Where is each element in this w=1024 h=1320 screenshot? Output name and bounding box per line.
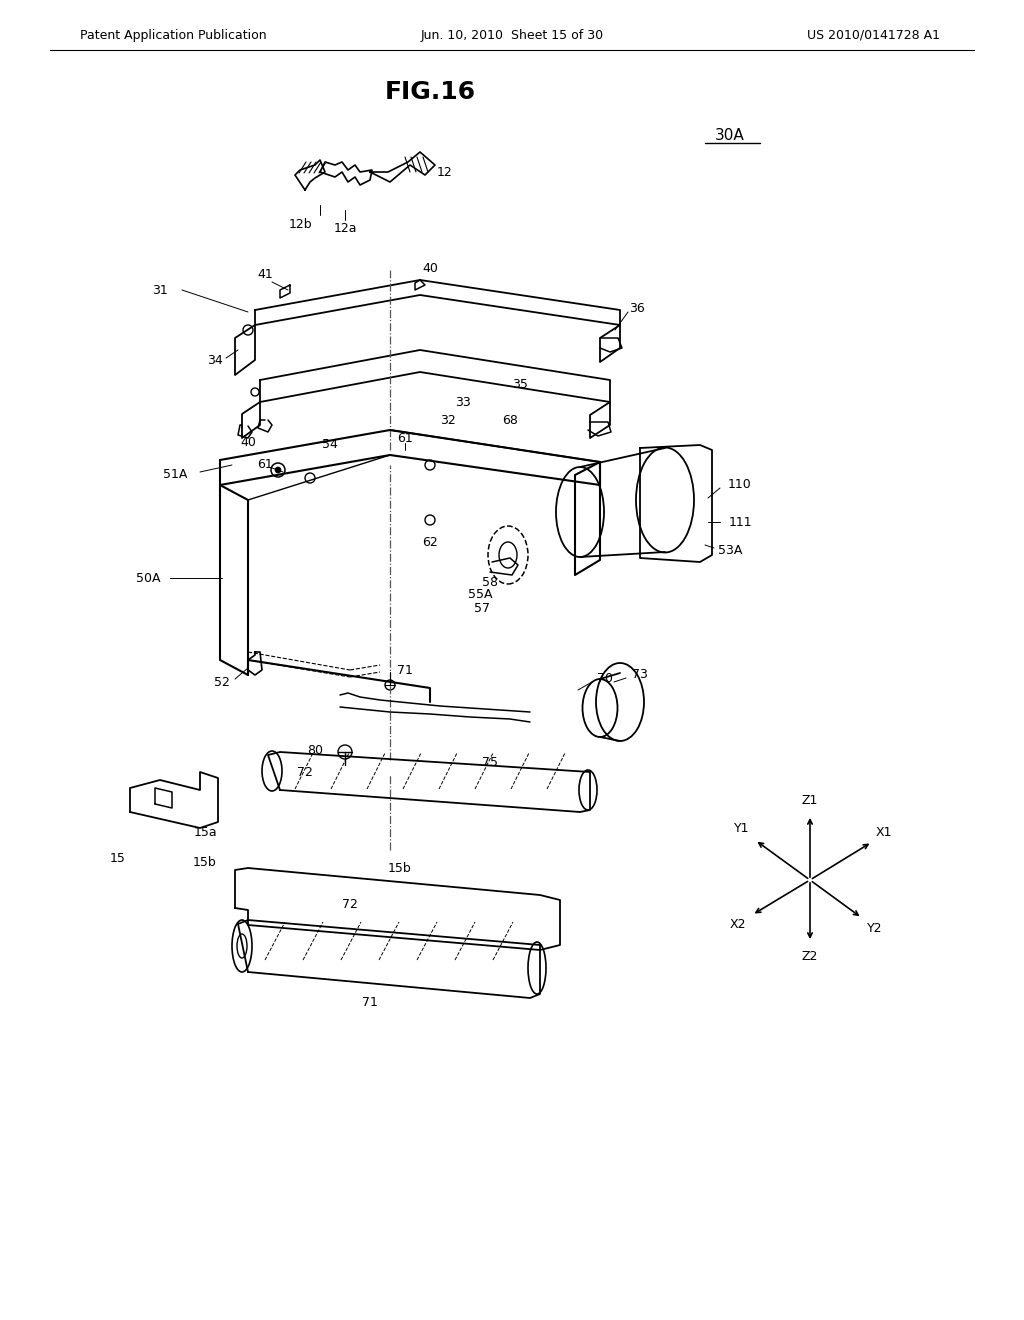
Text: 71: 71 <box>362 995 378 1008</box>
Text: 35: 35 <box>512 379 528 392</box>
Text: 30A: 30A <box>715 128 744 143</box>
Text: 34: 34 <box>207 354 223 367</box>
Text: 36: 36 <box>629 301 645 314</box>
Text: 55A: 55A <box>468 589 493 602</box>
Text: Z1: Z1 <box>802 793 818 807</box>
Text: 40: 40 <box>422 261 438 275</box>
Text: 54: 54 <box>323 438 338 451</box>
Text: 70: 70 <box>597 672 613 685</box>
Text: Y1: Y1 <box>734 821 750 834</box>
Text: 61: 61 <box>397 432 413 445</box>
Text: 31: 31 <box>153 284 168 297</box>
Text: X1: X1 <box>876 825 892 838</box>
Text: 15b: 15b <box>194 855 217 869</box>
Text: 73: 73 <box>632 668 648 681</box>
Text: Z2: Z2 <box>802 949 818 962</box>
Text: X2: X2 <box>730 917 746 931</box>
Text: 52: 52 <box>214 676 230 689</box>
Text: Jun. 10, 2010  Sheet 15 of 30: Jun. 10, 2010 Sheet 15 of 30 <box>421 29 603 41</box>
Text: 71: 71 <box>397 664 413 676</box>
Text: 40: 40 <box>240 436 256 449</box>
Text: 57: 57 <box>474 602 490 615</box>
Text: 111: 111 <box>728 516 752 528</box>
Text: 61: 61 <box>257 458 272 471</box>
Text: 58: 58 <box>482 576 498 589</box>
Text: 62: 62 <box>422 536 438 549</box>
Text: 15b: 15b <box>388 862 412 874</box>
Circle shape <box>275 467 281 473</box>
Text: 50A: 50A <box>136 572 160 585</box>
Text: 41: 41 <box>257 268 272 281</box>
Text: 68: 68 <box>502 413 518 426</box>
Text: 110: 110 <box>728 479 752 491</box>
Text: 15a: 15a <box>194 825 217 838</box>
Text: 72: 72 <box>297 766 313 779</box>
Text: 12: 12 <box>437 165 453 178</box>
Text: FIG.16: FIG.16 <box>384 81 475 104</box>
Text: 53A: 53A <box>718 544 742 557</box>
Text: 51A: 51A <box>163 469 187 482</box>
Text: 72: 72 <box>342 899 358 912</box>
Text: 12b: 12b <box>288 219 312 231</box>
Text: 80: 80 <box>307 743 323 756</box>
Text: 75: 75 <box>482 755 498 768</box>
Text: 12a: 12a <box>333 222 356 235</box>
Text: 15: 15 <box>110 851 126 865</box>
Text: US 2010/0141728 A1: US 2010/0141728 A1 <box>807 29 940 41</box>
Text: Patent Application Publication: Patent Application Publication <box>80 29 266 41</box>
Text: 33: 33 <box>455 396 471 408</box>
Text: Y2: Y2 <box>867 921 883 935</box>
Text: 32: 32 <box>440 413 456 426</box>
